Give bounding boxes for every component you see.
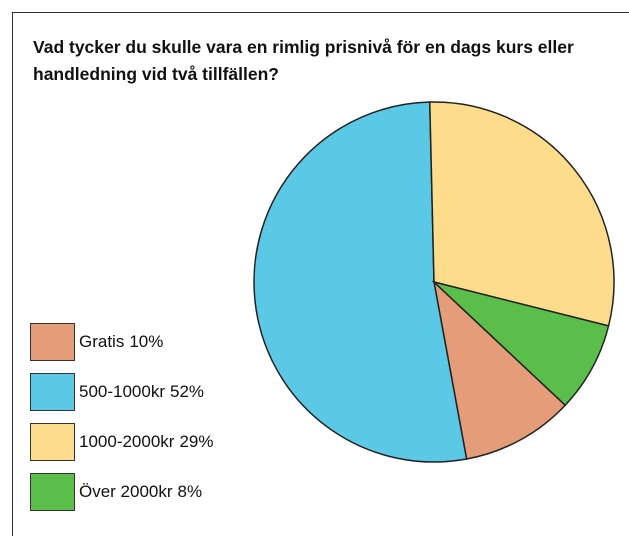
chart-title: Vad tycker du skulle vara en rimlig pris… bbox=[33, 37, 574, 84]
legend-value: 52% bbox=[170, 382, 205, 401]
pie-slice bbox=[429, 101, 615, 327]
frame bbox=[12, 12, 629, 536]
legend-swatch bbox=[30, 373, 75, 411]
legend-swatch bbox=[30, 323, 75, 361]
legend-item: 500-1000kr 52% bbox=[30, 373, 204, 411]
legend-item: Över 2000kr 8% bbox=[30, 473, 202, 511]
legend-value: 8% bbox=[177, 482, 203, 501]
legend-label: Över 2000kr bbox=[79, 482, 173, 501]
legend-label: 1000-2000kr bbox=[79, 432, 175, 451]
legend-label: Gratis bbox=[79, 332, 125, 351]
pie-slice bbox=[431, 280, 610, 407]
legend-swatch bbox=[30, 423, 75, 461]
legend-value: 29% bbox=[179, 432, 214, 451]
legend-label: 500-1000kr bbox=[79, 382, 166, 401]
pie-slice bbox=[432, 279, 567, 460]
legend-value: 10% bbox=[129, 332, 164, 351]
pie-slice bbox=[253, 101, 468, 463]
legend-item: 1000-2000kr 29% bbox=[30, 423, 214, 461]
legend-swatch bbox=[30, 473, 75, 511]
legend-item: Gratis 10% bbox=[30, 323, 163, 361]
